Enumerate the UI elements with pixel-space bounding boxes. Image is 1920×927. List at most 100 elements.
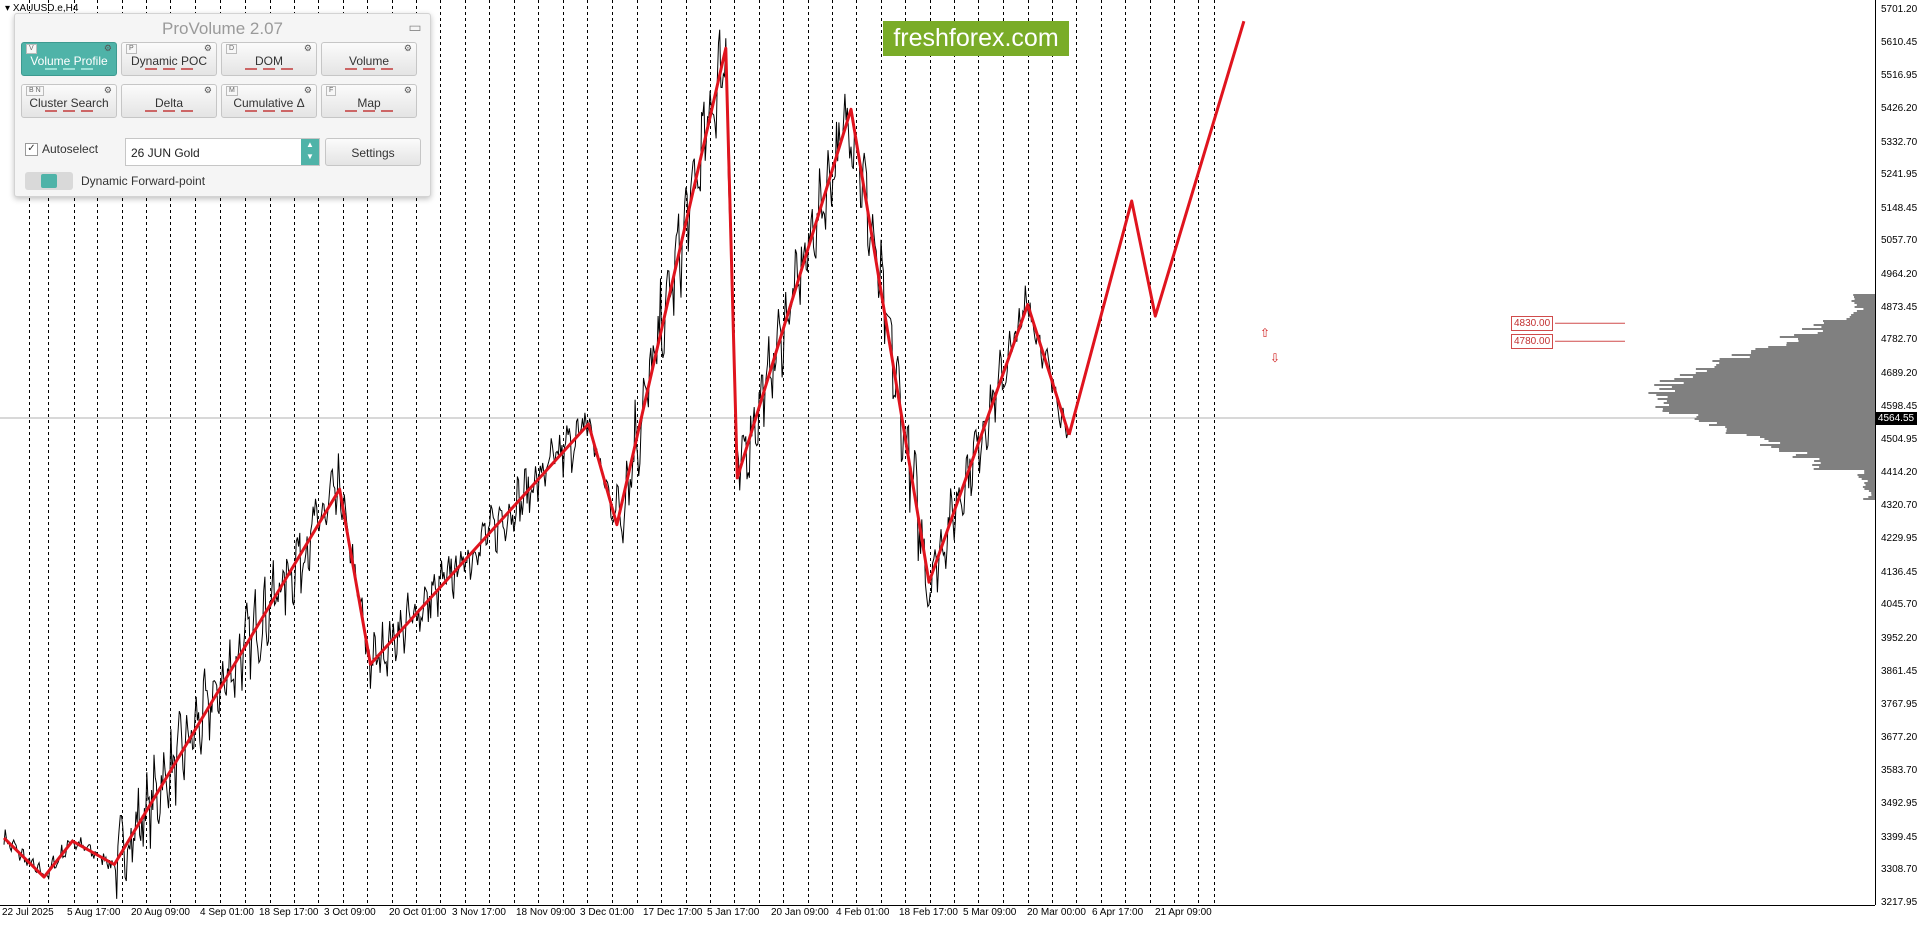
minimize-icon[interactable]: ▭	[408, 19, 422, 35]
price-tick: 4782.70	[1881, 334, 1918, 346]
mode-button-dom[interactable]: D ⚙ DOM	[221, 42, 317, 76]
price-tick: 4045.70	[1881, 599, 1918, 611]
time-tick: 22 Jul 2025	[2, 907, 54, 918]
price-tick: 3952.20	[1881, 632, 1918, 644]
gear-icon[interactable]: ⚙	[303, 85, 312, 95]
time-tick: 20 Jan 09:00	[771, 907, 829, 918]
indicator-bars	[128, 68, 210, 71]
hotkey-badge: P	[126, 44, 137, 54]
price-tick: 5332.70	[1881, 136, 1918, 148]
mode-button-label: Map	[357, 96, 381, 110]
indicator-bars	[28, 110, 110, 113]
hotkey-badge: B N	[26, 86, 44, 96]
price-line	[3, 29, 1070, 899]
gear-icon[interactable]: ⚙	[403, 85, 412, 95]
level-label[interactable]: 4830.00	[1511, 316, 1554, 332]
contract-value: 26 JUN Gold	[131, 146, 200, 160]
price-tick: 4873.45	[1881, 301, 1918, 313]
settings-label: Settings	[351, 146, 395, 160]
toggle-knob	[41, 174, 57, 188]
price-tick: 5426.20	[1881, 102, 1918, 114]
mode-button-label: DOM	[255, 54, 283, 68]
spinner-arrows-icon[interactable]: ▲ ▼	[301, 139, 319, 165]
symbol-label: ▾ XAUUSD.e,H4	[5, 3, 78, 14]
time-tick: 20 Aug 09:00	[131, 907, 190, 918]
up-arrow-icon: ⇧	[1260, 326, 1270, 340]
time-tick: 4 Sep 01:00	[200, 907, 254, 918]
time-tick: 3 Oct 09:00	[324, 907, 376, 918]
mode-button-map[interactable]: F ⚙ Map	[321, 84, 417, 118]
zigzag-line	[2, 46, 1071, 879]
mode-button-label: Delta	[154, 96, 183, 110]
price-tick: 5610.45	[1881, 36, 1918, 48]
volume-profile	[1555, 294, 1875, 500]
price-tick: 5148.45	[1881, 202, 1918, 214]
provolume-panel[interactable]: ProVolume 2.07 ▭ V ⚙ Volume Profile P ⚙ Dynam…	[14, 13, 431, 197]
indicator-bars	[28, 68, 110, 71]
mode-button-label: Cumulative Δ	[233, 96, 305, 110]
autoselect-checkbox[interactable]: ✓ Autoselect	[25, 142, 98, 156]
dynamic-forward-toggle[interactable]	[25, 172, 73, 190]
price-tick: 4598.45	[1881, 400, 1918, 412]
price-tick: 3767.95	[1881, 699, 1918, 711]
symbol-text: XAUUSD.e,H4	[12, 3, 79, 14]
price-tick: 3861.45	[1881, 665, 1918, 677]
dynamic-forward-toggle-row: Dynamic Forward-point	[25, 172, 205, 190]
gear-icon[interactable]: ⚙	[203, 43, 212, 53]
hotkey-badge: M	[226, 86, 238, 96]
price-tick: 4320.70	[1881, 500, 1918, 512]
price-tick: 4136.45	[1881, 566, 1918, 578]
zigzag-lines	[2, 20, 1246, 879]
check-icon[interactable]: ✓	[25, 142, 38, 156]
hotkey-badge: F	[326, 86, 337, 96]
hotkey-badge: V	[26, 44, 37, 54]
gear-icon[interactable]: ⚙	[103, 43, 112, 53]
gear-icon[interactable]: ⚙	[303, 43, 312, 53]
price-tick: 4504.95	[1881, 434, 1918, 446]
mode-button-dynamic-poc[interactable]: P ⚙ Dynamic POC	[121, 42, 217, 76]
mode-button-volume-profile[interactable]: V ⚙ Volume Profile	[21, 42, 117, 76]
time-tick: 20 Oct 01:00	[389, 907, 447, 918]
gear-icon[interactable]: ⚙	[203, 85, 212, 95]
price-tick: 3308.70	[1881, 864, 1918, 876]
time-tick: 5 Aug 17:00	[67, 907, 121, 918]
current-price-label: 4564.55	[1875, 412, 1917, 425]
price-tick: 4689.20	[1881, 367, 1918, 379]
time-tick: 18 Feb 17:00	[899, 907, 958, 918]
indicator-bars	[228, 68, 310, 71]
freshforex-logo[interactable]: freshforex.com	[883, 21, 1069, 56]
time-tick: 3 Dec 01:00	[580, 907, 634, 918]
mode-button-volume[interactable]: ⚙ Volume	[321, 42, 417, 76]
time-tick: 6 Apr 17:00	[1092, 907, 1144, 918]
gear-icon[interactable]: ⚙	[103, 85, 112, 95]
mode-button-delta[interactable]: ⚙ Delta	[121, 84, 217, 118]
price-tick: 3583.70	[1881, 765, 1918, 777]
mode-button-label: Volume Profile	[30, 54, 108, 68]
autoselect-label: Autoselect	[42, 142, 99, 156]
time-tick: 20 Mar 00:00	[1027, 907, 1086, 918]
mode-button-label: Volume	[348, 54, 390, 68]
price-tick: 3677.20	[1881, 731, 1918, 743]
mode-button-label: Dynamic POC	[130, 54, 207, 68]
mode-button-cumulative[interactable]: M ⚙ Cumulative Δ	[221, 84, 317, 118]
down-arrow-icon: ⇩	[1270, 351, 1280, 365]
contract-select[interactable]: 26 JUN Gold ▲ ▼	[125, 138, 320, 166]
indicator-bars	[328, 110, 410, 113]
level-label[interactable]: 4780.00	[1511, 334, 1554, 350]
volume-profile-bars	[1648, 294, 1875, 500]
mode-button-cluster-search[interactable]: B N ⚙ Cluster Search	[21, 84, 117, 118]
price-tick: 5516.95	[1881, 70, 1918, 82]
chevron-down-icon[interactable]: ▾	[5, 3, 11, 14]
settings-button[interactable]: Settings	[325, 138, 421, 166]
price-tick: 4964.20	[1881, 269, 1918, 281]
gear-icon[interactable]: ⚙	[403, 43, 412, 53]
time-tick: 5 Mar 09:00	[963, 907, 1017, 918]
price-tick: 4229.95	[1881, 533, 1918, 545]
panel-title: ProVolume 2.07	[162, 19, 283, 38]
hotkey-badge: D	[226, 44, 238, 54]
time-tick: 5 Jan 17:00	[707, 907, 760, 918]
indicator-bars	[128, 110, 210, 113]
forecast-line	[1067, 20, 1246, 436]
